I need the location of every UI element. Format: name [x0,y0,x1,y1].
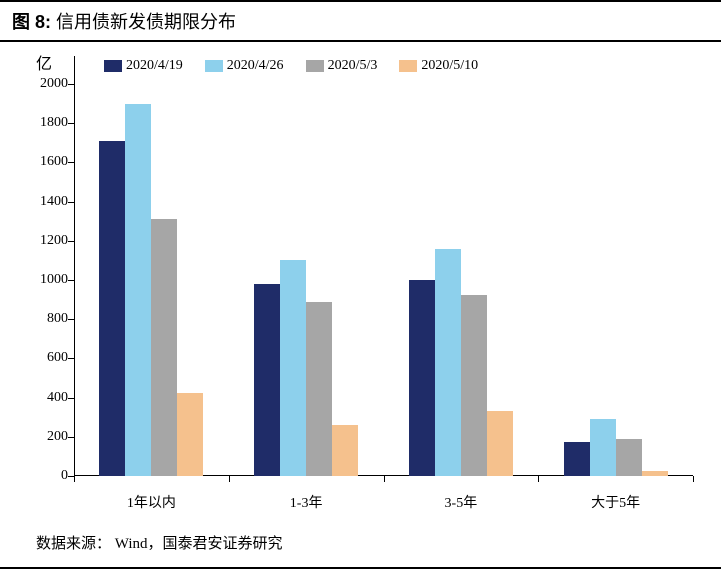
x-tick-mark [538,476,539,482]
y-tick-label: 400 [30,390,68,406]
y-tick-label: 800 [30,311,68,327]
legend-swatch [306,60,324,72]
legend-item: 2020/5/10 [399,58,478,74]
y-tick-label: 1800 [30,115,68,131]
bar [306,302,332,476]
legend: 2020/4/19 2020/4/26 2020/5/3 2020/5/10 [104,58,693,74]
bar [125,104,151,476]
bar [564,442,590,476]
bar-group [564,419,668,476]
y-tick-mark [68,280,74,281]
x-tick-label: 大于5年 [591,492,640,512]
legend-label: 2020/4/19 [126,58,183,74]
legend-item: 2020/4/19 [104,58,183,74]
y-tick-label: 1200 [30,233,68,249]
y-tick-label: 2000 [30,76,68,92]
bar-group [409,249,513,476]
y-tick-label: 0 [30,468,68,484]
y-tick-mark [68,123,74,124]
bar [642,471,668,476]
x-tick-mark [693,476,694,482]
x-tick-mark [74,476,75,482]
legend-swatch [399,60,417,72]
source-text: Wind，国泰君安证券研究 [115,536,283,552]
x-tick-label: 3-5年 [445,492,478,512]
y-tick-mark [68,202,74,203]
x-tick-label: 1-3年 [290,492,323,512]
y-tick-mark [68,358,74,359]
source-label: 数据来源： [36,536,111,552]
figure-title-bar: 图 8: 信用债新发债期限分布 [0,0,721,42]
x-tick-mark [229,476,230,482]
y-tick-mark [68,241,74,242]
bar [177,393,203,476]
legend-item: 2020/4/26 [205,58,284,74]
y-tick-label: 1600 [30,154,68,170]
bar [487,411,513,476]
bar [332,425,358,476]
y-tick-mark [68,398,74,399]
plot-area [74,84,693,476]
y-axis-unit: 亿 [36,50,52,74]
y-tick-mark [68,319,74,320]
y-tick-mark [68,162,74,163]
y-tick-label: 1400 [30,194,68,210]
y-tick-mark [68,84,74,85]
bar [280,260,306,476]
bar [99,141,125,476]
legend-item: 2020/5/3 [306,58,378,74]
bar [254,284,280,476]
chart-wrap: 亿 2020/4/19 2020/4/26 2020/5/3 2020/5/10 0 2… [0,42,721,522]
bar-group [99,104,203,476]
y-tick-mark [68,437,74,438]
bar [435,249,461,476]
legend-label: 2020/5/10 [421,58,478,74]
bar [461,295,487,476]
y-tick-label: 600 [30,350,68,366]
figure-number: 图 8: [12,12,51,32]
bar-group [254,260,358,476]
x-tick-label: 1年以内 [127,492,176,512]
bar [151,219,177,476]
legend-swatch [205,60,223,72]
y-tick-label: 200 [30,429,68,445]
figure-title: 信用债新发债期限分布 [56,12,236,32]
bar [590,419,616,476]
legend-label: 2020/4/26 [227,58,284,74]
bar [409,280,435,476]
legend-swatch [104,60,122,72]
x-tick-mark [384,476,385,482]
y-tick-label: 1000 [30,272,68,288]
legend-label: 2020/5/3 [328,58,378,74]
chart-area: 亿 2020/4/192020/4/262020/5/32020/5/10 02… [74,56,693,476]
bar [616,439,642,476]
figure-container: 图 8: 信用债新发债期限分布 亿 2020/4/192020/4/262020… [0,0,721,569]
